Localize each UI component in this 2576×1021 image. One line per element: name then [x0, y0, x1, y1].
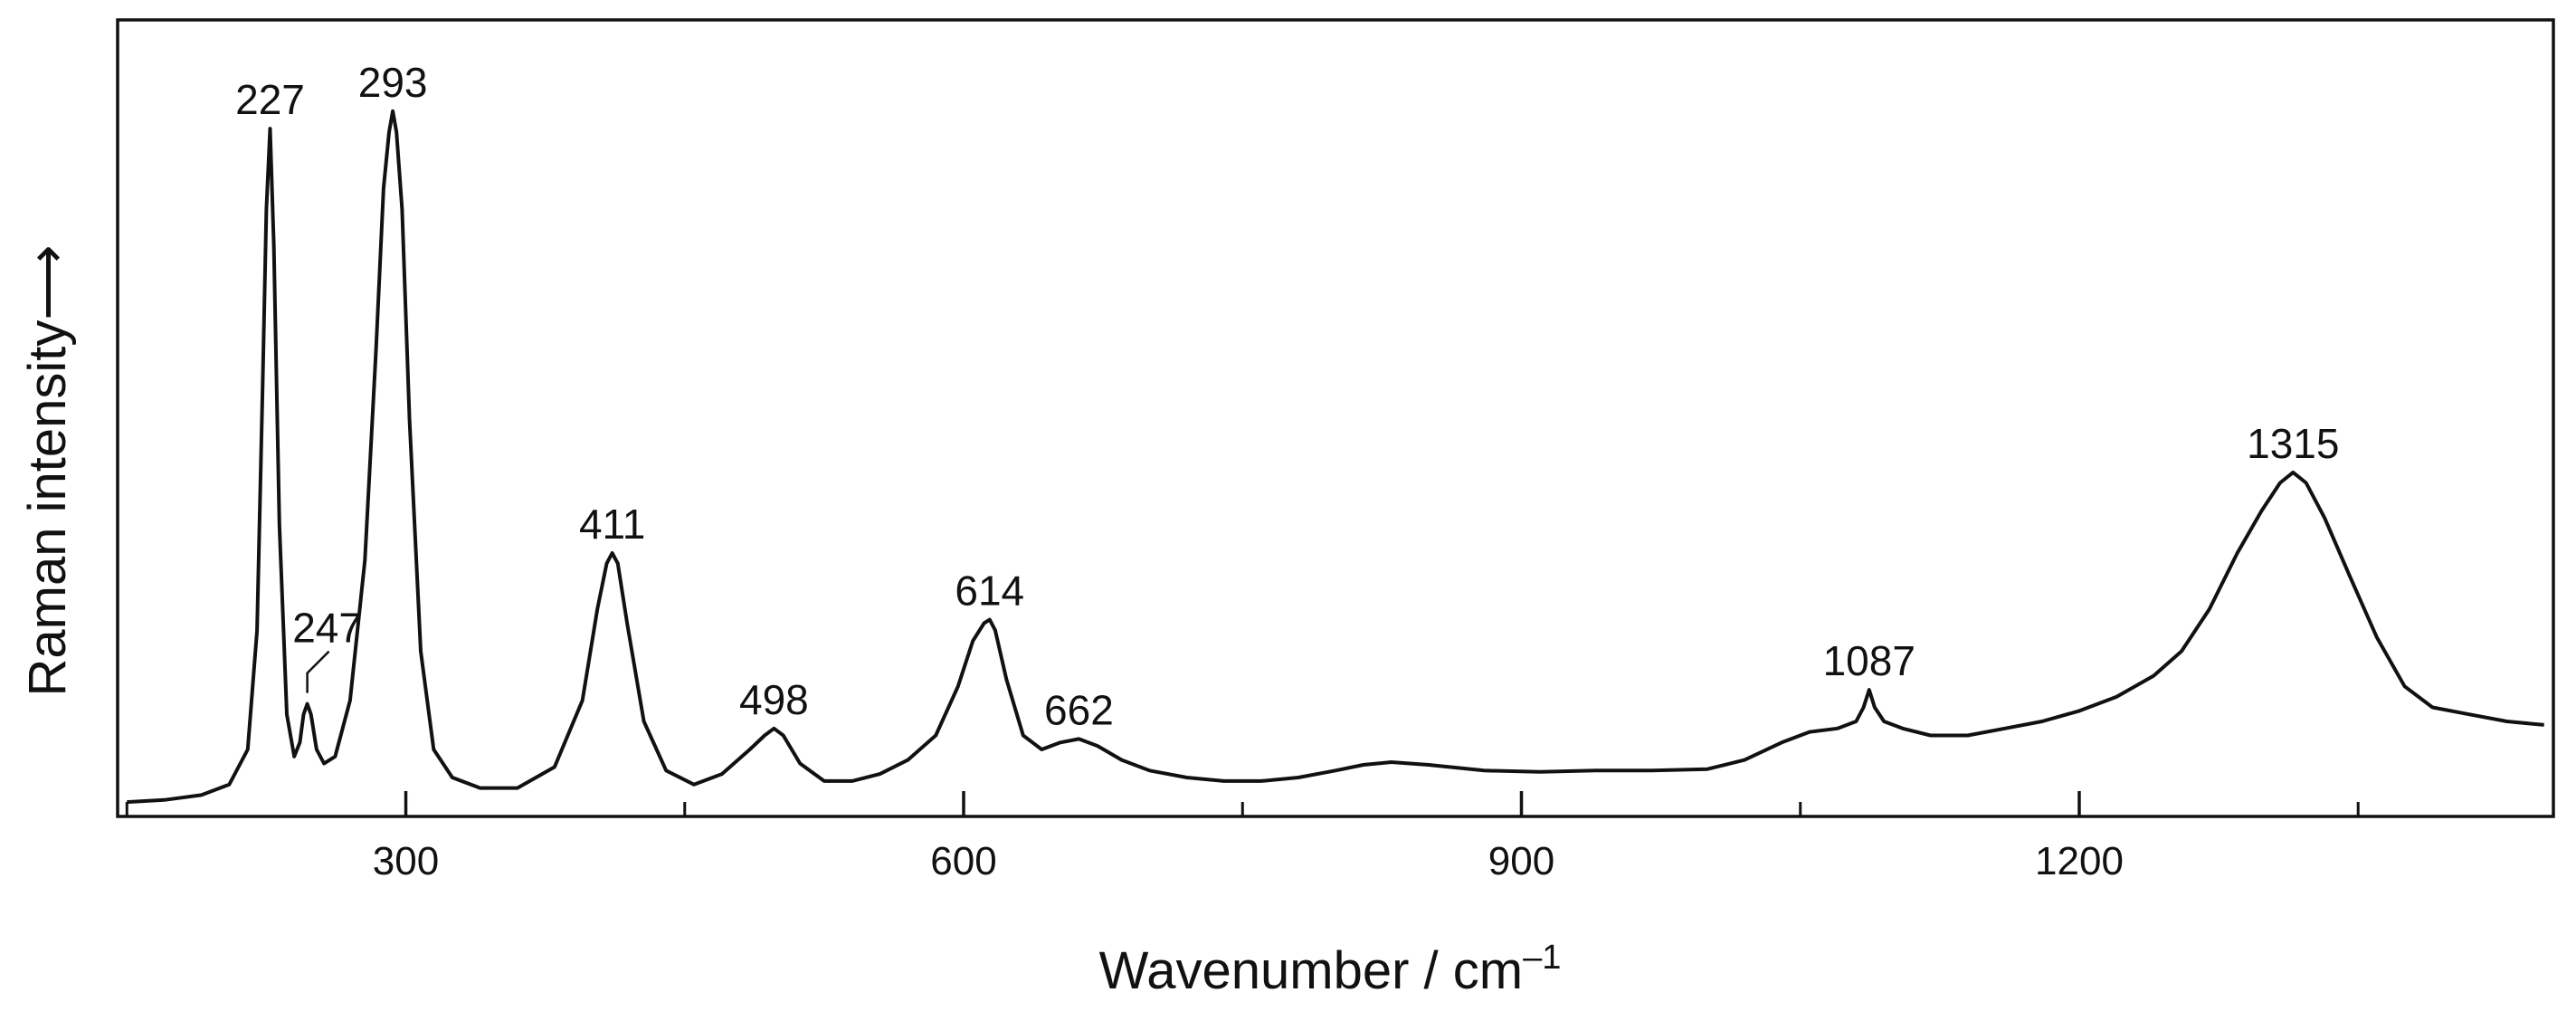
x-tick-label: 1200 — [2035, 839, 2124, 883]
peak-label-227: 227 — [235, 76, 305, 123]
peak-label-614: 614 — [955, 568, 1024, 615]
x-tick-label: 600 — [930, 839, 996, 883]
y-axis-title: Raman intensity⟶ — [18, 244, 77, 696]
peak-label-662: 662 — [1044, 686, 1114, 733]
x-axis-title: Wavenumber / cm–1 — [1099, 939, 1562, 1000]
x-minor-ticks — [125, 802, 2360, 816]
x-tick-labels: 300 600 900 1200 — [373, 839, 2124, 883]
spectrum-line — [127, 109, 2544, 805]
x-major-ticks — [404, 791, 2081, 816]
y-axis-title-text: Raman intensity — [18, 320, 77, 697]
peak-label-498: 498 — [739, 676, 809, 723]
peak-label-411: 411 — [579, 501, 645, 548]
x-tick-label: 300 — [373, 839, 439, 883]
peak-label-247: 247 — [292, 605, 362, 652]
peak-leader-line-247 — [306, 650, 330, 693]
x-tick-label: 900 — [1488, 839, 1554, 883]
peak-label-1087: 1087 — [1823, 637, 1915, 684]
plot-frame — [116, 18, 2555, 818]
peak-label-293: 293 — [358, 59, 428, 106]
x-axis-title-superscript: –1 — [1523, 939, 1561, 977]
y-axis-arrow: ⟶ — [18, 244, 77, 320]
x-axis-title-text: Wavenumber / cm — [1099, 941, 1523, 1000]
peak-labels: 227 247 293 411 498 614 662 1087 1315 — [235, 59, 2339, 734]
peak-label-1315: 1315 — [2247, 420, 2339, 467]
